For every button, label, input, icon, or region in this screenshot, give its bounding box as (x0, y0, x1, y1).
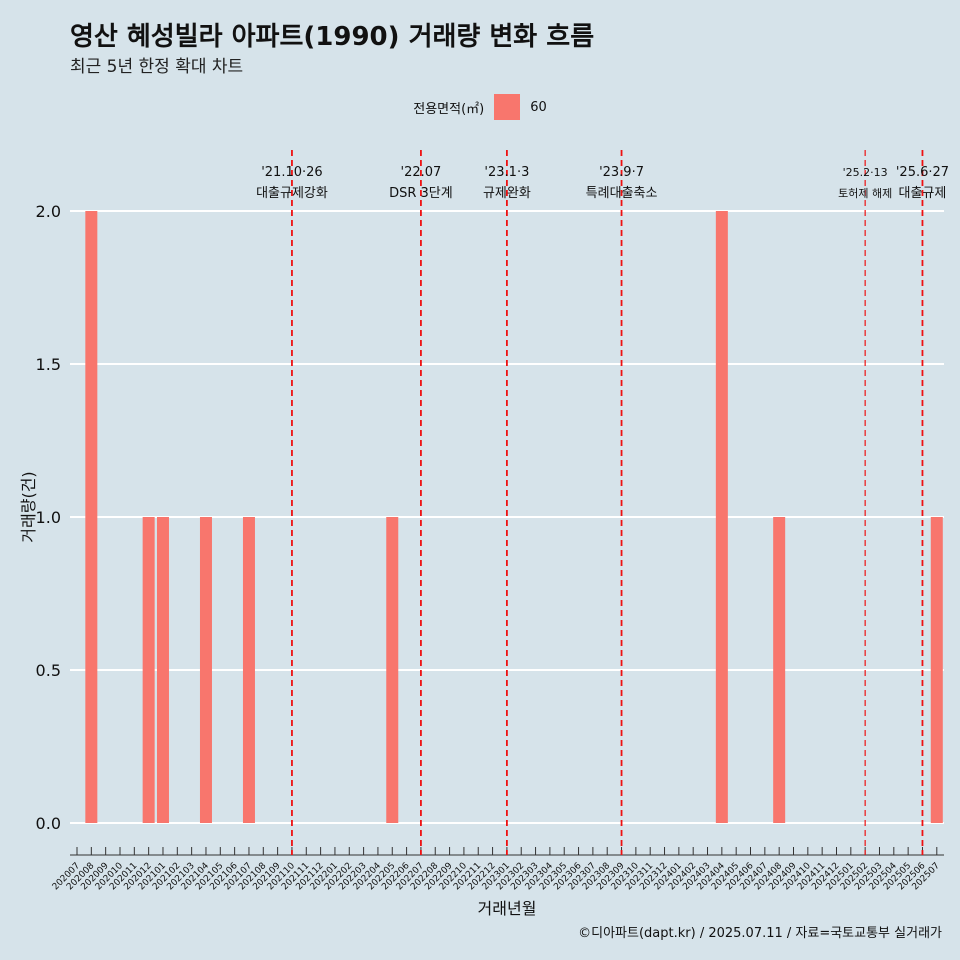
bar (199, 517, 212, 823)
y-tick-label: 2.0 (36, 202, 61, 221)
legend-swatch (494, 94, 521, 120)
chart-title: 영산 혜성빌라 아파트(1990) 거래량 변화 흐름 (70, 22, 595, 52)
event-name-label: 대출규제강화 (256, 186, 328, 201)
event-date-label: '23.1·3 (484, 165, 529, 180)
y-tick-label: 0.5 (36, 661, 61, 680)
event-name-label: 특례대출축소 (586, 186, 658, 201)
event-name-label: 규제완화 (483, 186, 531, 201)
bar (773, 517, 786, 823)
bar (386, 517, 399, 823)
bar (156, 517, 169, 823)
bar (715, 211, 728, 823)
y-tick-label: 1.0 (36, 508, 61, 527)
chart-subtitle: 최근 5년 한정 확대 차트 (70, 57, 244, 77)
event-date-label: '25.2·13 (843, 166, 888, 179)
bar (930, 517, 943, 823)
legend-title: 전용면적(㎡) (413, 101, 485, 117)
event-name-label: 대출규제 (899, 186, 947, 201)
legend-item-label: 60 (530, 99, 547, 115)
event-date-label: '25.6·27 (896, 165, 949, 180)
event-date-label: '23.9·7 (599, 165, 644, 180)
bar (85, 211, 98, 823)
y-axis-title: 거래량(건) (19, 471, 38, 542)
event-name-label: 토허제 해제 (838, 186, 892, 200)
x-axis-title: 거래년월 (478, 899, 537, 918)
bar (242, 517, 255, 823)
event-date-label: '22.07 (401, 165, 442, 180)
bar (142, 517, 155, 823)
y-tick-label: 0.0 (36, 814, 61, 833)
footer-credit: ©디아파트(dapt.kr) / 2025.07.11 / 자료=국토교통부 실… (578, 926, 942, 941)
event-name-label: DSR 3단계 (389, 186, 453, 201)
legend: 전용면적(㎡) 60 (0, 94, 960, 120)
y-tick-label: 1.5 (36, 355, 61, 374)
event-date-label: '21.10·26 (261, 165, 322, 180)
